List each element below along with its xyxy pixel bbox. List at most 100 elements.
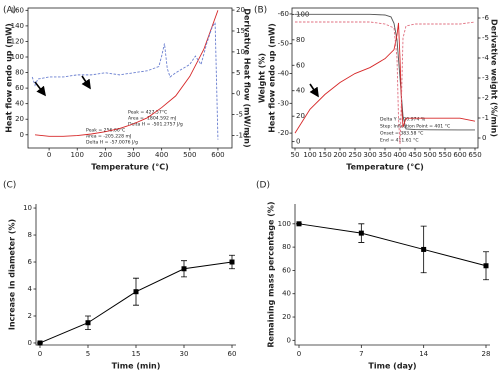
y-tick-label: 0: [20, 131, 24, 139]
y2-tick-label: -4: [482, 54, 490, 62]
y-tick-label: 80: [296, 36, 305, 44]
x-tick-label: 350: [378, 151, 391, 159]
y2-axis-label: Derivative weight (%/min): [490, 19, 499, 137]
x-tick-label: 450: [408, 151, 421, 159]
x-tick-label: 0: [47, 151, 51, 159]
y3-tick-label: -50: [278, 40, 289, 48]
axis-line: [294, 204, 490, 346]
y-tick-label: 140: [11, 22, 24, 30]
marker: [296, 221, 302, 227]
y2-tick-label: 5: [236, 69, 240, 77]
y2-axis-label: Derivative Heat flow (mW/min): [243, 8, 252, 147]
y-tick-label: 80: [15, 69, 24, 77]
y-tick-label: 8: [28, 231, 32, 239]
annotation: Step: Inflection Point = 401 °C: [380, 124, 450, 130]
marker: [483, 263, 489, 269]
y2-tick-label: -2: [482, 94, 489, 102]
panel-label: (D): [256, 181, 270, 191]
y2-tick-label: -10: [236, 131, 247, 139]
y3-axis-label: Heat flow endo up (mW): [268, 23, 277, 133]
annotation: Area = -1804.592 mJ: [128, 116, 176, 122]
y-tick-label: 20: [282, 313, 291, 321]
y-axis-label: Heat flow endo up (mW): [5, 23, 14, 133]
y-tick-label: 10: [23, 204, 32, 212]
y3-tick-label: -60: [278, 10, 289, 18]
x-tick-label: 600: [453, 151, 466, 159]
marker: [358, 230, 364, 236]
x-tick-label: 100: [71, 151, 84, 159]
x-tick-label: 250: [348, 151, 361, 159]
x-tick-label: 0: [38, 350, 42, 358]
x-axis-label: Time (day): [368, 362, 416, 371]
x-tick-label: 600: [211, 151, 224, 159]
y-tick-label: 20: [15, 115, 24, 123]
marker: [229, 259, 235, 265]
panel-label: (A): [3, 6, 16, 16]
y-tick-label: 4: [28, 285, 33, 293]
x-tick-label: 30: [180, 350, 189, 358]
panel-label: (B): [254, 6, 267, 16]
y-tick-label: 100: [11, 53, 24, 61]
annotation: Delta H = -501.2757 J/g: [128, 122, 183, 128]
y-tick-label: 40: [282, 290, 291, 298]
x-tick-label: 15: [132, 350, 141, 358]
y2-tick-label: 20: [236, 6, 245, 14]
y2-tick-label: -5: [236, 111, 243, 119]
marker: [85, 320, 91, 326]
y2-tick-label: -1: [482, 114, 489, 122]
x-tick-label: 550: [438, 151, 451, 159]
y3-tick-label: -20: [278, 129, 289, 137]
y-axis-label: Remaining mass percentage (%): [267, 201, 276, 347]
annotation: Peak = 427.57°C: [128, 110, 167, 116]
y-axis-label: Increase in diameter (%): [8, 219, 17, 330]
annotation: Peak = 256.66°C: [86, 128, 125, 134]
y2-tick-label: 0: [482, 134, 486, 142]
x-tick-label: 7: [359, 350, 363, 358]
x-tick-label: 14: [419, 350, 428, 358]
y2-tick-label: 10: [236, 48, 245, 56]
x-tick-label: 28: [482, 350, 491, 358]
y-axis-label: Weight (%): [258, 53, 267, 103]
y2-tick-label: 0: [236, 90, 240, 98]
y2-tick-label: -5: [482, 34, 489, 42]
marker: [421, 246, 427, 252]
annotation: Area = -205.228 mJ: [86, 134, 131, 140]
y-tick-label: 40: [15, 100, 24, 108]
x-tick-label: 60: [228, 350, 237, 358]
y2-tick-label: 15: [236, 27, 245, 35]
y-tick-label: 40: [296, 87, 305, 95]
x-tick-label: 200: [333, 151, 346, 159]
data-line: [294, 22, 476, 134]
y2-tick-label: -3: [482, 74, 489, 82]
data-line: [34, 10, 219, 137]
x-axis-label: Temperature (°C): [91, 163, 169, 172]
y2-tick-label: -6: [482, 14, 490, 22]
x-tick-label: 100: [303, 151, 316, 159]
y3-tick-label: -30: [278, 99, 289, 107]
y-tick-label: 100: [278, 220, 291, 228]
y-tick-label: 120: [11, 37, 24, 45]
y-tick-label: 20: [296, 112, 305, 120]
marker: [37, 340, 43, 346]
x-axis-label: Temperature (°C): [346, 163, 424, 172]
x-tick-label: 650: [468, 151, 481, 159]
axis-line: [35, 204, 236, 346]
arrow: [309, 83, 319, 98]
y-tick-label: 160: [11, 6, 24, 14]
y3-tick-label: -40: [278, 70, 289, 78]
x-tick-label: 400: [155, 151, 168, 159]
data-line: [295, 21, 476, 145]
x-tick-label: 400: [393, 151, 406, 159]
y-tick-label: 2: [28, 312, 32, 320]
panel-label: (C): [3, 181, 16, 191]
x-tick-label: 300: [363, 151, 376, 159]
arrow: [34, 81, 46, 97]
x-tick-label: 300: [127, 151, 140, 159]
x-tick-label: 0: [297, 350, 301, 358]
y-tick-label: 6: [28, 258, 33, 266]
y-tick-label: 80: [282, 243, 291, 251]
x-tick-label: 150: [318, 151, 331, 159]
x-tick-label: 5: [86, 350, 90, 358]
y-tick-label: 60: [15, 84, 24, 92]
